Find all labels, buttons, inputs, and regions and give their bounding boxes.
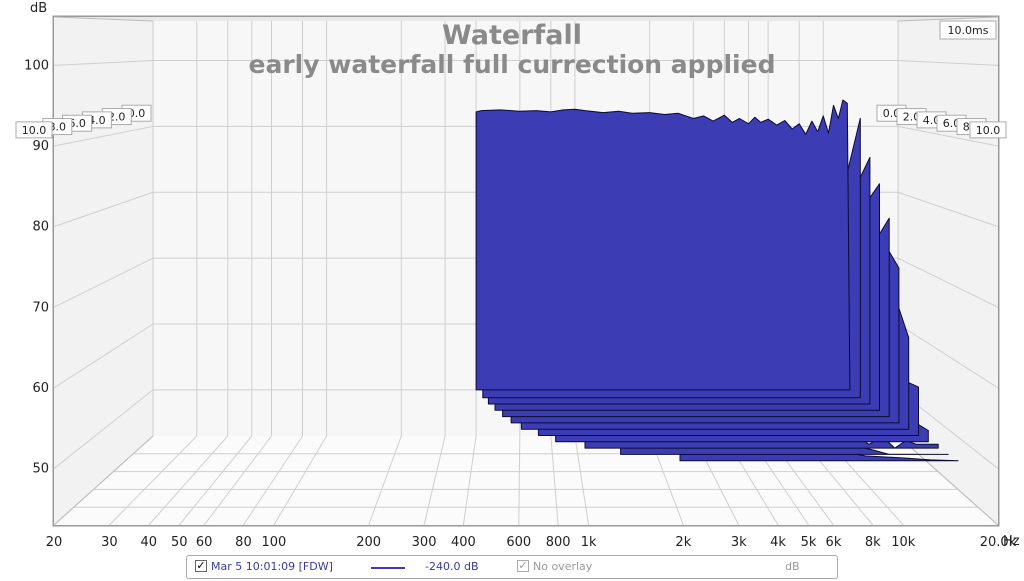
floor-vgrid (423, 435, 446, 526)
trace-name-label: Mar 5 10:01:09 [FDW] (211, 560, 333, 573)
floor-vgrid (203, 435, 272, 526)
floor-vgrid (574, 435, 590, 526)
right-wall-hgrid (897, 257, 999, 308)
edge-line (897, 16, 999, 22)
waterfall-slice (475, 99, 851, 391)
floor-vgrid (178, 435, 253, 526)
time-slice-label-left-text: 8.0 (49, 121, 67, 134)
x-tick-label: 60 (196, 535, 213, 550)
x-tick-label: 20 (46, 535, 63, 550)
time-slice-label-right-text: 2.0 (903, 111, 921, 124)
overlay-checkbox[interactable]: ✓ (517, 559, 529, 572)
right-wall-hgrid (897, 60, 999, 66)
time-slice-label-right-text: 0.0 (883, 107, 901, 120)
y-axis-unit-label: dB (30, 1, 47, 16)
x-tick-label: 200 (356, 535, 381, 550)
trace-visibility-checkbox[interactable]: ✓ (195, 559, 207, 572)
trace-offset-value: -240.0 dB (425, 560, 479, 573)
floor-vgrid (243, 435, 303, 526)
time-slice-label-right-text: 4.0 (923, 114, 941, 127)
x-tick-label: 6k (826, 535, 842, 550)
y-tick-label: 50 (32, 462, 49, 477)
floor-vgrid (368, 435, 402, 526)
chart-title: Waterfall (442, 20, 582, 51)
time-slice-label-left-text: 0.0 (128, 107, 146, 120)
floor-vgrid (109, 435, 198, 526)
left-wall (54, 17, 153, 525)
x-tick-label: 30 (101, 535, 118, 550)
floor-vgrid (148, 435, 229, 526)
overlay-unit-label: dB (785, 560, 800, 573)
overlay-label: No overlay (533, 560, 593, 573)
x-axis-unit-label: Hz (1003, 534, 1020, 549)
x-tick-label: 400 (451, 535, 476, 550)
time-slice-label-left-text: 10.0 (22, 124, 47, 137)
time-slice-label-left: 10.0 (15, 121, 53, 139)
edge-line (53, 16, 154, 22)
x-tick-label: 600 (506, 535, 531, 550)
left-wall-hgrid (53, 323, 154, 389)
x-tick-label: 50 (171, 535, 188, 550)
y-tick-label: 60 (32, 381, 49, 396)
time-slice-label-right: 10.0 (969, 121, 1007, 139)
y-tick-label: 70 (32, 300, 49, 315)
x-tick-label: 10k (891, 535, 916, 550)
right-wall (898, 17, 998, 525)
x-tick-label: 5k (801, 535, 817, 550)
x-tick-label: 4k (770, 535, 786, 550)
right-wall-hgrid (897, 323, 999, 389)
floor-vgrid (550, 435, 559, 526)
trace-color-swatch (371, 567, 405, 569)
chart-subtitle: early waterfall full currection applied (249, 50, 776, 79)
time-axis-box: 10.0ms (939, 20, 997, 40)
y-tick-label: 90 (32, 139, 49, 154)
x-tick-label: 20.0k (980, 535, 1017, 550)
y-tick-label: 80 (32, 220, 49, 235)
x-tick-label: 2k (675, 535, 691, 550)
x-tick-label: 1k (581, 535, 597, 550)
floor-vgrid (462, 435, 477, 526)
left-wall-hgrid (53, 389, 154, 469)
time-slice-label-right-text: 6.0 (943, 117, 961, 130)
floor-vgrid (273, 435, 328, 526)
x-tick-label: 300 (412, 535, 437, 550)
x-tick-label: 800 (546, 535, 571, 550)
left-wall-hgrid (53, 257, 154, 308)
floor-vgrid (518, 435, 521, 526)
legend-panel: ✓ Mar 5 10:01:09 [FDW] -240.0 dB ✓ No ov… (186, 555, 838, 579)
right-wall-hgrid (897, 125, 999, 147)
x-tick-label: 80 (235, 535, 252, 550)
top-wall (54, 17, 998, 21)
x-tick-label: 40 (140, 535, 157, 550)
edge-line (53, 435, 154, 526)
x-tick-label: 3k (731, 535, 747, 550)
right-wall-hgrid (897, 191, 999, 228)
time-slice-label-left-text: 6.0 (68, 117, 86, 130)
left-wall-hgrid (53, 60, 154, 66)
time-slice-label-left-text: 2.0 (108, 111, 126, 124)
left-wall-hgrid (53, 125, 154, 147)
x-tick-label: 100 (262, 535, 287, 550)
time-slice-label-right-text: 10.0 (976, 124, 1001, 137)
time-slice-label-left-text: 4.0 (88, 114, 106, 127)
edge-line (897, 435, 999, 526)
left-wall-hgrid (53, 191, 154, 228)
y-tick-label: 100 (24, 58, 49, 73)
x-tick-label: 8k (865, 535, 881, 550)
time-axis-label: 10.0ms (948, 24, 989, 37)
